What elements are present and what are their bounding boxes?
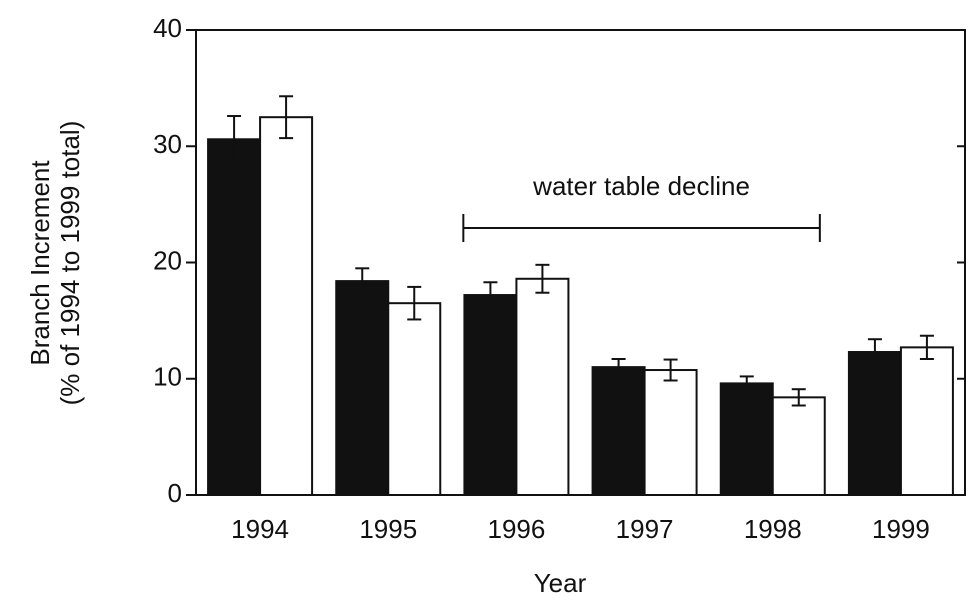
error-bar: [791, 388, 806, 407]
bar: [771, 396, 826, 497]
bar: [899, 346, 954, 496]
y-tick-label: 20: [153, 245, 182, 275]
error-bar: [919, 334, 934, 360]
error-bar: [739, 375, 754, 392]
error-bar: [483, 281, 498, 309]
error-bar: [407, 285, 422, 321]
bar: [719, 382, 774, 496]
x-axis-label: Year: [534, 568, 587, 598]
error-bar: [279, 95, 294, 140]
bar: [335, 280, 390, 496]
bar: [259, 116, 314, 496]
y-tick-label: 0: [168, 478, 182, 508]
y-tick-label: 40: [153, 13, 182, 43]
error-bar: [355, 267, 370, 295]
x-tick-label: 1996: [487, 514, 545, 544]
x-tick-label: 1994: [231, 514, 289, 544]
y-tick-label: 10: [153, 362, 182, 392]
bar: [591, 366, 646, 496]
error-bar: [611, 357, 626, 377]
bar: [515, 277, 570, 496]
y-axis-label: Branch Increment: [25, 160, 55, 366]
error-bar: [663, 358, 678, 382]
bar: [643, 369, 698, 496]
bar: [463, 294, 518, 496]
bar: [387, 302, 442, 496]
bar: [847, 351, 902, 497]
error-bar: [867, 338, 882, 366]
x-tick-label: 1997: [616, 514, 674, 544]
y-tick-label: 30: [153, 129, 182, 159]
y-axis-label: (% of 1994 to 1999 total): [55, 121, 85, 406]
annotation: water table decline: [532, 171, 750, 201]
error-bar: [227, 115, 242, 164]
bar: [207, 138, 262, 496]
error-bar: [535, 263, 550, 294]
x-tick-label: 1995: [359, 514, 417, 544]
x-tick-label: 1998: [744, 514, 802, 544]
x-tick-label: 1999: [872, 514, 930, 544]
